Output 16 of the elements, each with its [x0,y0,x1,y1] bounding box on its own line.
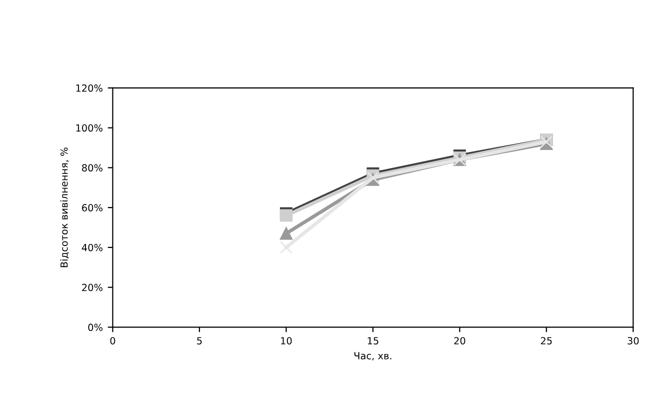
x-tick-label: 20 [454,337,466,344]
x-tick-label: 0 [110,337,116,344]
y-tick-label: 20% [82,284,102,292]
x-tick-label: 5 [197,337,202,344]
y-tick-label: 0% [88,324,102,332]
y-tick-label: 40% [82,244,102,252]
x-axis-title: Час, хв. [354,352,392,360]
y-tick-label: 120% [76,84,102,92]
y-axis-title: Відсоток вивілнення, % [60,148,69,268]
y-tick-label: 60% [82,204,102,212]
x-tick-label: 30 [628,337,639,344]
x-tick-label: 10 [281,337,292,344]
y-tick-label: 100% [76,124,102,132]
x-tick-label: 25 [540,337,552,344]
y-tick-label: 80% [82,164,102,172]
x-tick-label: 15 [368,337,378,344]
